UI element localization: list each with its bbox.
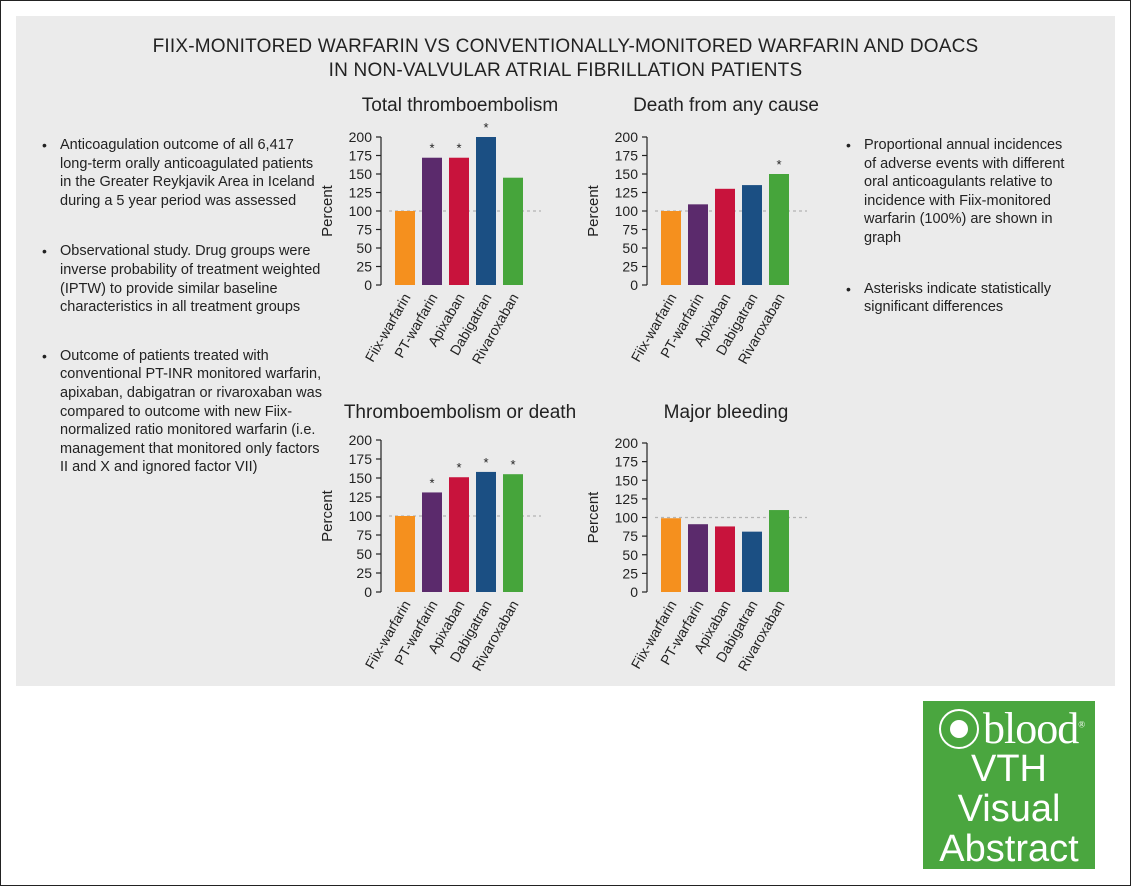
significance-asterisk: * [456,141,461,156]
bar-rivaroxaban [769,510,789,592]
logo-brand: blood [983,704,1079,753]
y-tick-label: 0 [630,277,638,293]
y-tick-label: 100 [349,508,373,524]
bar-dabigatran [742,531,762,592]
y-tick-label: 25 [622,259,638,275]
bar-pt-warfarin [422,157,442,285]
y-tick-label: 200 [349,129,373,145]
y-tick-label: 75 [356,222,372,238]
y-tick-label: 100 [349,203,373,219]
chart-title: Death from any cause [633,95,819,116]
bar-apixaban [715,188,735,285]
y-tick-label: 25 [622,565,638,581]
significance-asterisk: * [429,141,434,156]
y-tick-label: 25 [356,259,372,275]
y-tick-label: 175 [615,454,639,470]
significance-asterisk: * [456,460,461,475]
y-axis-label: Percent [585,491,602,544]
y-tick-label: 50 [356,546,372,562]
chart-title: Thromboembolism or death [344,402,576,423]
y-tick-label: 125 [349,185,373,201]
bar-fiix-warfarin [661,211,681,285]
right-bullet-list: Proportional annual incidences of advers… [838,136,1078,317]
left-bullet-3: Outcome of patients treated with convent… [34,347,324,477]
y-tick-label: 175 [349,148,373,164]
right-bullet-1: Proportional annual incidences of advers… [838,136,1078,248]
y-tick-label: 175 [349,451,373,467]
y-tick-label: 75 [622,528,638,544]
y-tick-label: 125 [349,489,373,505]
significance-asterisk: * [776,157,781,172]
bar-dabigatran [476,137,496,285]
bar-rivaroxaban [503,474,523,592]
bar-fiix-warfarin [395,516,415,592]
y-tick-label: 150 [615,166,639,182]
left-bullet-1: Anticoagulation outcome of all 6,417 lon… [34,136,324,210]
y-tick-label: 50 [622,240,638,256]
bar-pt-warfarin [688,524,708,592]
y-axis-label: Percent [319,489,336,542]
y-tick-label: 200 [615,435,639,451]
bar-apixaban [449,477,469,592]
y-tick-label: 100 [615,510,639,526]
y-tick-label: 200 [349,432,373,448]
left-bullet-list: Anticoagulation outcome of all 6,417 lon… [34,136,324,477]
logo-vth: VTH [971,748,1047,790]
y-tick-label: 75 [622,222,638,238]
y-tick-label: 125 [615,491,639,507]
y-tick-label: 200 [615,129,639,145]
y-tick-label: 125 [615,185,639,201]
y-tick-label: 50 [356,240,372,256]
bar-rivaroxaban [503,177,523,285]
y-tick-label: 100 [615,203,639,219]
y-tick-label: 0 [364,584,372,600]
bar-dabigatran [742,185,762,285]
bar-dabigatran [476,471,496,592]
bar-apixaban [449,157,469,285]
y-tick-label: 50 [622,547,638,563]
right-bullet-2: Asterisks indicate statistically signifi… [838,280,1078,317]
significance-asterisk: * [510,457,515,472]
society-seal-icon [939,709,979,749]
bar-fiix-warfarin [395,211,415,285]
y-tick-label: 0 [364,277,372,293]
blood-vth-visual-abstract-logo: blood® VTH Visual Abstract [923,701,1095,869]
y-tick-label: 175 [615,148,639,164]
y-axis-label: Percent [319,184,336,237]
significance-asterisk: * [483,120,488,135]
bar-rivaroxaban [769,174,789,285]
y-tick-label: 150 [349,470,373,486]
y-tick-label: 25 [356,565,372,581]
y-tick-label: 150 [349,166,373,182]
y-tick-label: 75 [356,527,372,543]
bar-fiix-warfarin [661,518,681,592]
bar-pt-warfarin [688,204,708,285]
y-tick-label: 150 [615,472,639,488]
bar-apixaban [715,526,735,592]
y-axis-label: Percent [585,184,602,237]
main-title-line-1: FIIX-MONITORED WARFARIN VS CONVENTIONALL… [152,36,979,57]
logo-abstract: Abstract [939,828,1079,870]
bar-pt-warfarin [422,492,442,592]
chart-title: Total thromboembolism [362,95,558,116]
chart-title: Major bleeding [664,402,789,423]
significance-asterisk: * [429,475,434,490]
y-tick-label: 0 [630,584,638,600]
logo-visual: Visual [957,788,1061,830]
left-bullet-2: Observational study. Drug groups were in… [34,242,324,316]
main-title-line-2: IN NON-VALVULAR ATRIAL FIBRILLATION PATI… [328,60,803,81]
significance-asterisk: * [483,455,488,470]
